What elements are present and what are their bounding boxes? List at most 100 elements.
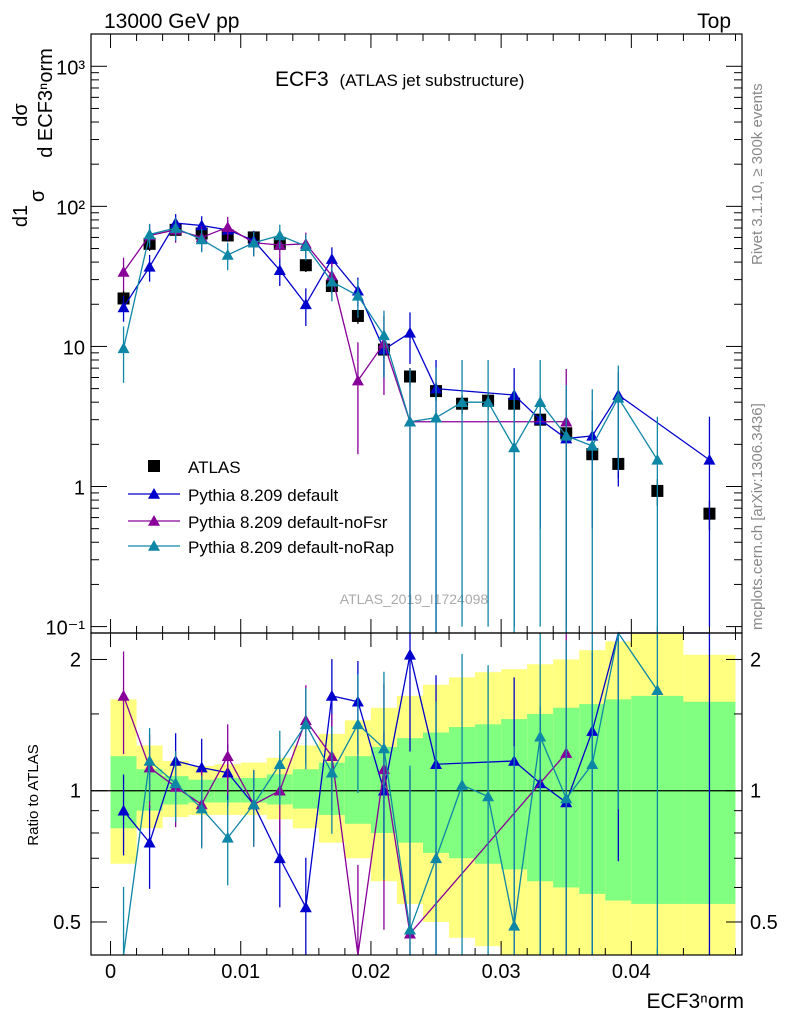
ylabel-d1: d1	[10, 205, 32, 227]
series-1-marker	[117, 301, 130, 313]
series-3-marker	[273, 229, 286, 241]
legend-label: Pythia 8.209 default	[188, 486, 339, 505]
axes-and-ticks	[91, 34, 742, 955]
main-y-tick-label: 10²	[56, 197, 85, 219]
series-3-ratio-marker	[403, 923, 416, 935]
series-3-marker	[560, 429, 573, 441]
tick-labels: 0 0.01 0.02 0.03 0.04 10⁻¹ 1 10 10² 10³ 0.5 0.5 1 1 2 2	[46, 57, 778, 983]
chart-title-main: ECF3	[275, 68, 329, 91]
series-3-marker	[169, 222, 182, 233]
series-1-marker	[299, 298, 312, 310]
ylabel-sigma: σ	[27, 189, 49, 202]
main-y-tick-label: 10	[63, 337, 85, 359]
header-left: 13000 GeV pp	[104, 10, 239, 33]
series-1-ratio-marker	[195, 761, 208, 773]
main-y-axis-label: d1 σ dσ d ECF3ⁿorm	[10, 48, 57, 227]
ratio-y-tick-label-right: 2	[750, 649, 761, 671]
series-2-line	[123, 226, 567, 423]
series-3-ratio-marker	[560, 792, 573, 804]
x-axis-label: ECF3ⁿorm	[646, 990, 744, 1013]
series-3-ratio-marker	[195, 802, 208, 814]
legend-marker-atlas	[148, 460, 160, 472]
series-2-ratio-marker	[221, 750, 234, 761]
series-1-ratio-marker	[325, 689, 338, 701]
main-series	[117, 214, 716, 633]
ratio-y-tick-label-right: 1	[750, 781, 761, 803]
series-3-ratio-marker	[456, 779, 469, 790]
atlas-data-point	[299, 259, 312, 272]
series-3-ratio-marker	[273, 758, 286, 770]
series-3-marker	[534, 396, 547, 407]
legend-label: ATLAS	[188, 458, 241, 477]
series-3-marker	[143, 228, 156, 240]
series-3-ratio-marker	[351, 718, 364, 730]
series-3-marker	[651, 453, 664, 465]
x-tick-label: 0	[105, 961, 116, 983]
series-1-marker	[403, 326, 416, 338]
series-1-marker	[195, 219, 208, 231]
series-2-ratio-marker	[117, 689, 130, 701]
ratio-y-tick-label-left: 1	[70, 781, 81, 803]
series-3-marker	[247, 236, 260, 248]
series-3-marker	[586, 439, 599, 451]
series-2-marker	[351, 374, 364, 386]
series-3-marker	[430, 411, 443, 423]
series-1-line	[123, 222, 710, 461]
header-right: Top	[697, 10, 731, 33]
series-3-marker	[351, 289, 364, 301]
series-3-ratio-marker	[586, 758, 599, 770]
legend: ATLAS Pythia 8.209 default Pythia 8.209 de…	[128, 458, 394, 557]
series-3-ratio-marker	[508, 919, 521, 931]
series-3-ratio-marker	[299, 718, 312, 730]
ratio-y-tick-label-left: 0.5	[53, 912, 81, 934]
series-3-marker	[195, 233, 208, 245]
x-tick-label: 0.01	[221, 961, 260, 983]
series-3-marker	[612, 391, 625, 403]
series-1-marker	[703, 453, 716, 465]
legend-label: Pythia 8.209 default-noFsr	[188, 513, 388, 532]
series-3-ratio-marker	[169, 777, 182, 789]
series-3-marker	[325, 275, 338, 287]
series-3-ratio-marker	[534, 730, 547, 742]
legend-marker	[148, 515, 160, 526]
rivet-label: Rivet 3.1.10, ≥ 300k events	[749, 83, 766, 265]
x-tick-label: 0.04	[612, 961, 651, 983]
series-1-marker	[273, 264, 286, 276]
series-3-marker	[508, 441, 521, 453]
series-2-marker	[117, 265, 130, 277]
series-2-marker	[221, 221, 234, 232]
series-3-ratio-marker	[221, 831, 234, 843]
ratio-y-tick-label-left: 2	[70, 649, 81, 671]
ratio-band-1sigma	[292, 769, 319, 809]
series-3-ratio-marker	[325, 766, 338, 778]
chart-title: ECF3 (ATLAS jet substructure)	[275, 68, 524, 91]
series-3-marker	[482, 396, 495, 407]
plot-frames	[90, 33, 743, 956]
series-3-ratio-marker	[651, 684, 664, 696]
series-3-marker	[299, 240, 312, 251]
series-1-marker	[325, 253, 338, 264]
series-1-ratio-marker	[273, 852, 286, 864]
chart-subtitle: (ATLAS jet substructure)	[340, 71, 525, 90]
series-1-ratio-marker	[403, 648, 416, 660]
series-3-ratio-marker	[247, 798, 260, 810]
main-y-tick-label: 10⁻¹	[46, 618, 86, 640]
series-3-line	[122, 227, 658, 461]
ratio-y-axis-label: Ratio to ATLAS	[25, 744, 42, 845]
x-tick-label: 0.03	[482, 961, 521, 983]
series-3-marker	[221, 248, 234, 260]
ratio-frame	[90, 632, 743, 956]
series-3-marker	[117, 342, 130, 354]
series-3-marker	[456, 396, 469, 407]
legend-marker	[148, 488, 160, 499]
series-1-ratio-marker	[117, 804, 130, 816]
series-3-ratio-marker	[143, 754, 156, 766]
series-3-marker	[403, 415, 416, 427]
series-3-ratio-marker	[430, 852, 443, 864]
analysis-reference: ATLAS_2019_I1724098	[340, 591, 489, 607]
main-y-tick-label: 1	[74, 478, 85, 500]
mcplots-label: mcplots.cern.ch [arXiv:1306.3436]	[749, 403, 766, 630]
ratio-y-tick-label-right: 0.5	[750, 912, 778, 934]
ylabel-dsigma: dσ	[10, 103, 32, 127]
series-3-marker	[377, 329, 390, 341]
